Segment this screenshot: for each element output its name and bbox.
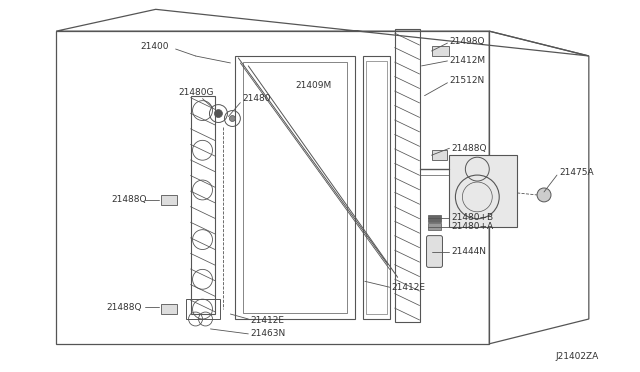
Bar: [236, 56, 355, 319]
Circle shape: [229, 116, 236, 122]
Text: 21412E: 21412E: [250, 317, 284, 326]
Text: 21488Q: 21488Q: [111, 195, 147, 204]
Text: 21409M: 21409M: [295, 81, 332, 90]
Bar: [431, 150, 447, 160]
Text: 21412M: 21412M: [449, 57, 486, 65]
Bar: [431, 46, 449, 56]
Text: 21498Q: 21498Q: [449, 36, 485, 46]
Bar: [243, 62, 347, 313]
Bar: [395, 29, 420, 322]
Bar: [186, 299, 220, 319]
Text: 21480G: 21480G: [179, 88, 214, 97]
Text: 21512N: 21512N: [449, 76, 484, 85]
Bar: [363, 56, 390, 319]
Circle shape: [537, 188, 551, 202]
Bar: [449, 155, 517, 227]
Text: 21480+A: 21480+A: [451, 222, 493, 231]
Text: 21463N: 21463N: [250, 329, 285, 339]
Bar: [161, 304, 177, 314]
Bar: [161, 195, 177, 205]
Text: J21402ZA: J21402ZA: [556, 352, 599, 361]
Bar: [191, 96, 216, 314]
Bar: [428, 215, 442, 222]
Text: 21480+B: 21480+B: [451, 213, 493, 222]
Text: 21475A: 21475A: [559, 168, 593, 177]
Bar: [428, 223, 442, 230]
Text: 21444N: 21444N: [451, 247, 486, 256]
Circle shape: [214, 110, 223, 118]
Bar: [366, 61, 387, 314]
Text: 21480: 21480: [243, 94, 271, 103]
Text: 21400: 21400: [141, 42, 170, 51]
Text: 21488Q: 21488Q: [106, 302, 141, 312]
FancyBboxPatch shape: [426, 235, 442, 267]
Text: 21412E: 21412E: [392, 283, 426, 292]
Text: 21488Q: 21488Q: [451, 144, 487, 153]
